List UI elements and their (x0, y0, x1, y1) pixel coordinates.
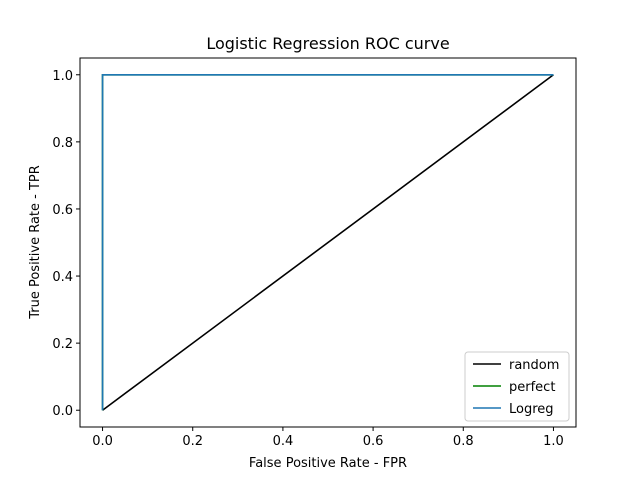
series-line-random (102, 74, 554, 411)
legend: random perfect Logreg (464, 351, 570, 422)
x-tick-label: 0.0 (92, 434, 113, 449)
series-layer (101, 73, 554, 411)
legend-label-perfect: perfect (509, 380, 555, 395)
legend-label-random: random (509, 358, 559, 373)
legend-label-logreg: Logreg (509, 402, 554, 417)
x-tick-label: 0.2 (182, 434, 203, 449)
legend-box (464, 351, 570, 422)
y-tick-label: 0.6 (52, 203, 73, 218)
y-tick-label: 0.0 (52, 404, 73, 419)
y-axis-ticks: 0.0 0.2 0.4 0.6 0.8 1.0 (52, 69, 80, 419)
y-tick-label: 0.8 (52, 136, 73, 151)
x-tick-label: 0.6 (363, 434, 384, 449)
legend-items: random perfect Logreg (473, 358, 559, 417)
y-tick-label: 0.4 (52, 270, 73, 285)
series-line-logreg (101, 73, 554, 411)
y-tick-label: 0.2 (52, 337, 73, 352)
plot-frame (79, 57, 577, 428)
y-tick-label: 1.0 (52, 69, 73, 84)
x-axis-ticks: 0.0 0.2 0.4 0.6 0.8 1.0 (92, 427, 564, 449)
x-tick-label: 0.4 (273, 434, 294, 449)
x-axis-label: False Positive Rate - FPR (249, 456, 407, 471)
y-axis-label: True Positive Rate - TPR (28, 165, 43, 320)
x-tick-label: 0.8 (453, 434, 474, 449)
x-tick-label: 1.0 (543, 434, 564, 449)
chart-title: Logistic Regression ROC curve (206, 34, 449, 53)
